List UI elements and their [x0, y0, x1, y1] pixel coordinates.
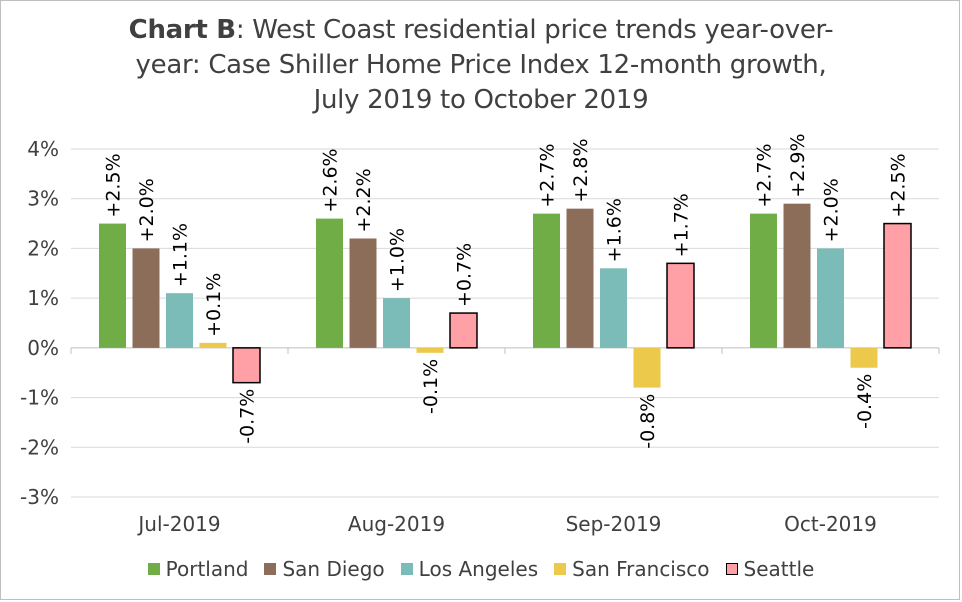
- data-label: +2.0%: [136, 178, 158, 242]
- data-label: +2.0%: [821, 178, 843, 242]
- legend-label: San Diego: [282, 557, 385, 581]
- data-label: -0.7%: [237, 389, 259, 444]
- bar-san-francisco: [199, 342, 227, 348]
- data-label: +2.5%: [103, 153, 125, 217]
- bar-san-francisco: [633, 347, 661, 388]
- y-tick-label: 1%: [27, 286, 59, 310]
- legend-label: Seattle: [743, 557, 815, 581]
- x-tick-label: Oct-2019: [784, 512, 877, 536]
- data-label: -0.8%: [637, 394, 659, 449]
- y-tick-label: 3%: [27, 187, 59, 211]
- bar-portland: [99, 223, 126, 348]
- bar-seattle: [232, 347, 261, 384]
- legend-swatch: [554, 563, 567, 575]
- data-label: +2.2%: [353, 168, 375, 232]
- y-tick-label: -1%: [20, 386, 59, 410]
- y-tick-label: -2%: [20, 435, 59, 459]
- data-labels: +2.5% +2.0% +1.1% +0.1% -0.7% +2.6% +2.2% +1.0%…: [103, 133, 910, 448]
- title-rest: : West Coast residential price trends ye…: [235, 15, 834, 45]
- bar-san-francisco: [850, 347, 878, 368]
- legend-swatch: [400, 563, 413, 575]
- legend-item-los-angeles: Los Angeles: [400, 557, 539, 581]
- legend-label: Portland: [165, 557, 249, 581]
- data-label: +2.5%: [888, 153, 910, 217]
- legend-item-san-francisco: San Francisco: [554, 557, 710, 581]
- bar-portland: [533, 213, 560, 348]
- bar-san-diego: [566, 208, 594, 348]
- title-line-2: year: Case Shiller Home Price Index 12-m…: [135, 50, 827, 80]
- legend-swatch: [147, 563, 160, 575]
- data-label: +1.6%: [604, 198, 626, 262]
- title-bold: Chart B: [128, 15, 236, 45]
- data-label: +1.1%: [170, 223, 192, 287]
- y-tick-label: -3%: [20, 485, 59, 509]
- x-tick-label: Aug-2019: [348, 512, 445, 536]
- bar-san-diego: [783, 203, 811, 348]
- data-label: +2.8%: [570, 138, 592, 202]
- data-label: +2.6%: [320, 148, 342, 212]
- data-label: -0.4%: [854, 374, 876, 429]
- bar-seattle: [883, 222, 912, 349]
- legend-label: Los Angeles: [418, 557, 539, 581]
- bar-portland: [316, 218, 343, 348]
- legend-item-portland: Portland: [147, 557, 249, 581]
- data-label: +2.9%: [787, 133, 809, 197]
- legend-swatch: [264, 563, 277, 575]
- y-tick-label: 0%: [27, 336, 59, 360]
- bar-san-diego: [349, 238, 377, 348]
- bar-san-francisco: [416, 347, 444, 353]
- data-label: -0.1%: [420, 359, 442, 414]
- data-label: +1.0%: [387, 228, 409, 292]
- bar-seattle: [449, 312, 478, 349]
- x-tick-label: Sep-2019: [566, 512, 662, 536]
- title-line-3: July 2019 to October 2019: [313, 85, 649, 115]
- data-label: +0.7%: [454, 243, 476, 307]
- bar-san-diego: [132, 248, 160, 348]
- y-tick-label: 4%: [27, 137, 59, 161]
- x-axis: Jul-2019 Aug-2019 Sep-2019 Oct-2019: [70, 347, 940, 536]
- chart-title: Chart B: West Coast residential price tr…: [61, 13, 901, 118]
- y-axis: 4% 3% 2% 1% 0% -1% -2% -3%: [20, 137, 59, 509]
- bar-los-angeles: [383, 298, 410, 348]
- legend-swatch: [725, 563, 738, 575]
- bar-los-angeles: [600, 268, 627, 348]
- data-label: +2.7%: [754, 143, 776, 207]
- data-label: +1.7%: [671, 193, 693, 257]
- x-tick-label: Jul-2019: [136, 512, 220, 536]
- bar-los-angeles: [817, 248, 844, 348]
- title-line-1: Chart B: West Coast residential price tr…: [61, 13, 901, 48]
- legend-item-seattle: Seattle: [725, 557, 815, 581]
- legend-item-san-diego: San Diego: [264, 557, 385, 581]
- legend: Portland San Diego Los Angeles San Francisc…: [1, 554, 961, 584]
- bar-seattle: [666, 262, 695, 349]
- bars: [99, 203, 912, 388]
- data-label: +2.7%: [537, 143, 559, 207]
- legend-label: San Francisco: [572, 557, 710, 581]
- data-label: +0.1%: [203, 273, 225, 337]
- bar-portland: [750, 213, 777, 348]
- bar-los-angeles: [166, 293, 193, 348]
- y-tick-label: 2%: [27, 236, 59, 260]
